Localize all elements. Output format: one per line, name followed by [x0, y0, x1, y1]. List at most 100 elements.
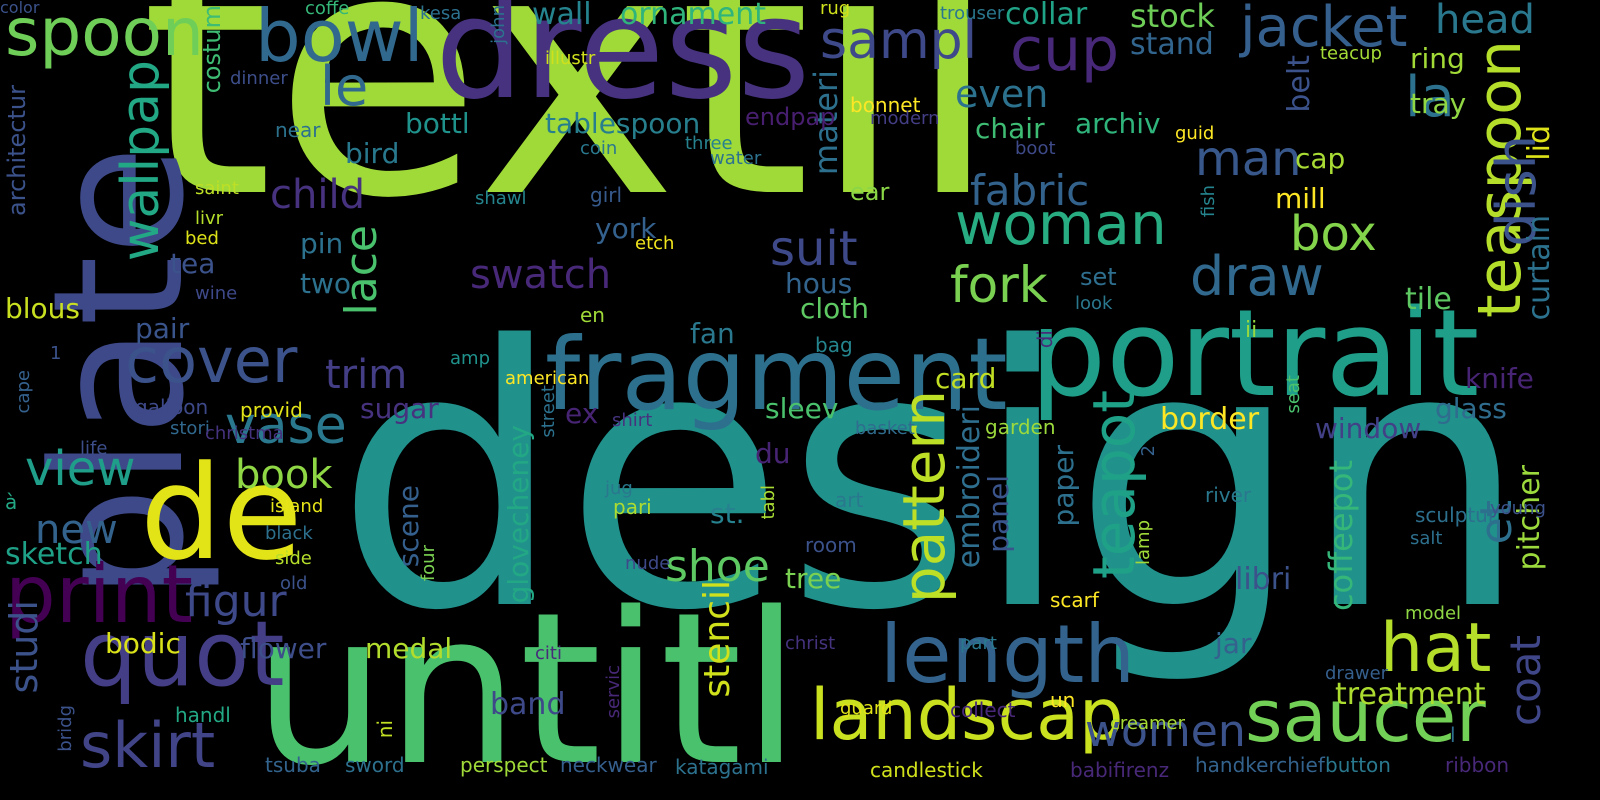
word-187: ribbon: [1445, 753, 1510, 777]
word-165: drawer: [1325, 663, 1389, 684]
word-146: street: [538, 385, 559, 438]
word-50: stencil: [697, 580, 738, 698]
word-1: design: [335, 270, 1530, 689]
word-105: blous: [5, 292, 81, 325]
word-193: trouser: [940, 3, 1005, 24]
word-101: du: [755, 437, 791, 470]
word-16: woman: [955, 190, 1167, 258]
word-68: belt: [1282, 55, 1317, 113]
word-134: provid: [240, 398, 303, 422]
word-131: 1: [50, 343, 62, 364]
word-185: handkerchief: [1195, 753, 1325, 777]
word-20: hat: [1380, 609, 1492, 688]
word-125: girl: [590, 183, 623, 207]
word-161: model: [1405, 603, 1462, 624]
word-172: collect: [950, 698, 1016, 722]
word-124: shawl: [475, 188, 527, 209]
word-195: three: [685, 133, 733, 154]
word-9: length: [880, 608, 1135, 701]
word-118: dinner: [230, 68, 288, 89]
word-89: pair: [135, 312, 190, 345]
word-153: four: [418, 545, 439, 582]
word-28: wallpap: [111, 60, 171, 262]
word-166: citi: [535, 643, 562, 664]
word-26: le: [320, 55, 369, 118]
word-108: endpap: [745, 103, 836, 131]
word-81: panel: [982, 475, 1015, 553]
word-116: boot: [1015, 138, 1056, 159]
word-139: christma: [205, 423, 284, 444]
word-23: head: [1435, 0, 1535, 43]
word-94: york: [595, 212, 657, 245]
word-80: embroideri: [952, 405, 987, 569]
word-171: guard: [840, 698, 893, 719]
word-159: sculptur: [1415, 503, 1497, 527]
word-149: garden: [985, 415, 1056, 439]
word-52: sketch: [5, 537, 103, 572]
word-27: la: [1405, 65, 1455, 130]
word-142: black: [265, 523, 313, 544]
word-167: servic: [603, 665, 624, 719]
word-13: bowl: [255, 0, 424, 78]
word-112: guid: [1175, 123, 1215, 144]
word-45: child: [270, 172, 365, 218]
word-141: island: [270, 496, 324, 517]
word-177: l: [1450, 723, 1456, 747]
word-169: handl: [175, 703, 231, 727]
word-74: knife: [1465, 362, 1534, 395]
word-123: wine: [195, 283, 238, 304]
word-196: water: [710, 148, 762, 169]
word-56: stock: [1130, 0, 1215, 35]
word-31: view: [25, 441, 136, 497]
word-8: quot: [80, 602, 285, 707]
word-140: à: [5, 490, 18, 514]
word-120: saint: [195, 178, 239, 199]
word-83: libri: [1235, 562, 1292, 597]
word-143: side: [275, 548, 312, 569]
word-64: chair: [975, 112, 1045, 145]
word-95: hous: [785, 267, 853, 300]
word-178: tsuba: [265, 753, 321, 777]
word-49: studi: [2, 600, 46, 694]
word-137: stori: [170, 418, 210, 439]
word-155: nude: [625, 553, 671, 574]
word-133: galloon: [135, 395, 209, 419]
word-176: ni: [373, 720, 397, 739]
word-10: landscap: [810, 674, 1124, 756]
word-186: button: [1325, 753, 1391, 777]
word-122: bed: [185, 228, 219, 249]
word-72: curtain: [1522, 215, 1557, 321]
word-51: even: [955, 72, 1049, 116]
word-67: tray: [1410, 87, 1467, 120]
word-37: box: [1290, 206, 1377, 262]
word-22: jacket: [1240, 0, 1408, 60]
word-144: old: [280, 573, 308, 594]
word-107: costum: [198, 5, 226, 94]
word-11: saucer: [1245, 674, 1486, 758]
word-145: shirt: [612, 410, 653, 431]
word-128: look: [1075, 293, 1113, 314]
word-182: katagami: [675, 755, 769, 779]
word-55: treatment: [1335, 677, 1486, 712]
word-33: women: [1085, 706, 1246, 757]
word-102: ex: [565, 397, 599, 430]
word-91: two: [300, 267, 352, 300]
word-160: salt: [1410, 528, 1443, 549]
word-130: 2: [1138, 445, 1159, 457]
word-60: tablespoon: [545, 107, 701, 140]
word-175: room: [805, 533, 857, 557]
word-3: dress: [435, 0, 811, 131]
word-69: cap: [1295, 142, 1346, 175]
word-126: etch: [635, 233, 675, 254]
word-30: vase: [225, 396, 347, 456]
word-87: flower: [240, 632, 327, 665]
word-179: sword: [345, 753, 405, 777]
word-47: trim: [325, 352, 408, 398]
word-71: lid: [1522, 125, 1557, 161]
word-63: archiv: [1075, 107, 1161, 140]
word-157: river: [1205, 483, 1252, 507]
word-191: illustr: [545, 48, 596, 69]
word-188: coffe: [305, 0, 350, 19]
word-61: bottl: [405, 107, 470, 140]
word-147: basket: [855, 418, 915, 439]
